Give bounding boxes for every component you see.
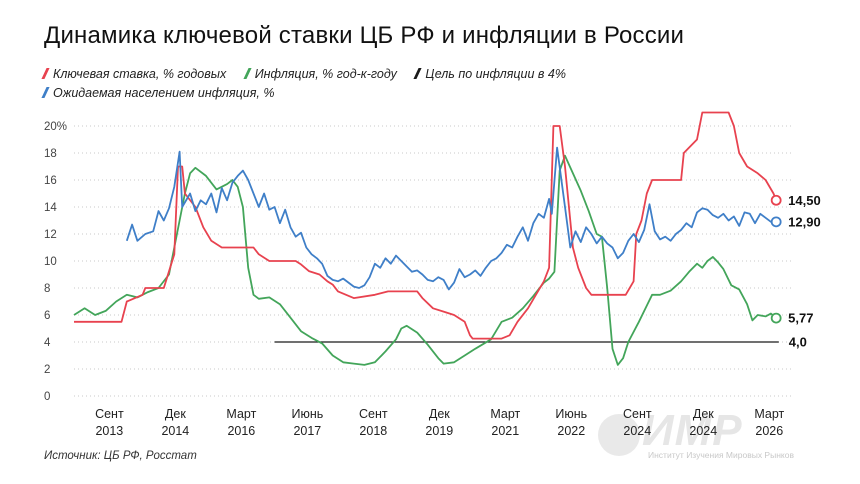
- x-tick-label: Сент: [359, 407, 388, 421]
- x-tick-label: Сент: [623, 407, 652, 421]
- y-tick-label: 12: [44, 229, 57, 241]
- y-tick-label: 2: [44, 364, 50, 376]
- x-tick-label: Июнь: [555, 407, 587, 421]
- x-tick-label: Июнь: [291, 407, 323, 421]
- x-tick-year: 2016: [227, 424, 255, 438]
- x-tick-year: 2024: [623, 424, 651, 438]
- x-tick-label: Март: [754, 407, 784, 421]
- y-tick-label: 6: [44, 310, 50, 322]
- series-line-inflation: [73, 154, 777, 366]
- x-tick-year: 2026: [755, 424, 783, 438]
- legend-label-target: Цель по инфляции в 4%: [425, 66, 566, 81]
- source-note: Источник: ЦБ РФ, Росстат: [44, 450, 197, 462]
- x-tick-year: 2014: [161, 424, 189, 438]
- x-tick-label: Дек: [165, 407, 186, 421]
- y-tick-label: 16: [44, 175, 57, 187]
- chart-title: Динамика ключевой ставки ЦБ РФ и инфляци…: [44, 22, 685, 49]
- x-tick-year: 2017: [293, 424, 321, 438]
- x-tick-year: 2018: [359, 424, 387, 438]
- x-tick-label: Сент: [95, 407, 124, 421]
- y-tick-label: 0: [44, 391, 50, 403]
- globe-icon: [598, 414, 640, 456]
- logo-subtitle: Институт Изучения Мировых Рынков: [648, 450, 794, 460]
- x-tick-year: 2024: [689, 424, 717, 438]
- legend-label-key-rate: Ключевая ставка, % годовых: [53, 66, 227, 81]
- y-tick-label: 10: [44, 256, 57, 268]
- series-line-key-rate: [74, 111, 778, 340]
- y-tick-label: 18: [44, 148, 57, 160]
- x-tick-year: 2019: [425, 424, 453, 438]
- end-marker-expectations: [770, 216, 782, 228]
- y-tick-label: 4: [44, 337, 51, 349]
- y-tick-label: 20%: [44, 121, 67, 133]
- logo-text: ИМР: [642, 406, 743, 455]
- legend-label-inflation: Инфляция, % год-к-году: [254, 66, 397, 81]
- x-tick-year: 2013: [95, 424, 123, 438]
- x-tick-year: 2021: [491, 424, 519, 438]
- x-tick-label: Март: [226, 407, 256, 421]
- x-tick-label: Дек: [429, 407, 450, 421]
- legend-label-expectations: Ожидаемая населением инфляция, %: [53, 85, 275, 100]
- end-label-target: 4,0: [789, 335, 807, 350]
- imr-logo: ИМР Институт Изучения Мировых Рынков: [598, 406, 828, 466]
- legend-item-expectations: Ожидаемая населением инфляция, %: [41, 83, 275, 102]
- end-marker-key-rate: [770, 194, 782, 206]
- end-marker-inflation: [770, 312, 782, 324]
- x-tick-year: 2022: [557, 424, 585, 438]
- legend-item-key-rate: Ключевая ставка, % годовых: [41, 64, 227, 83]
- legend-item-inflation: Инфляция, % год-к-году: [243, 64, 397, 83]
- end-label-expectations: 12,90: [788, 214, 821, 229]
- series-line-expectations: [125, 146, 777, 291]
- x-tick-label: Дек: [693, 407, 714, 421]
- end-label-inflation: 5,77: [788, 311, 813, 326]
- chart-legend: Ключевая ставка, % годовых Инфляция, % г…: [41, 64, 604, 102]
- y-tick-label: 8: [44, 283, 50, 295]
- x-tick-label: Март: [490, 407, 520, 421]
- y-tick-label: 14: [44, 202, 57, 214]
- end-label-key-rate: 14,50: [788, 193, 821, 208]
- legend-item-target: Цель по инфляции в 4%: [413, 64, 566, 83]
